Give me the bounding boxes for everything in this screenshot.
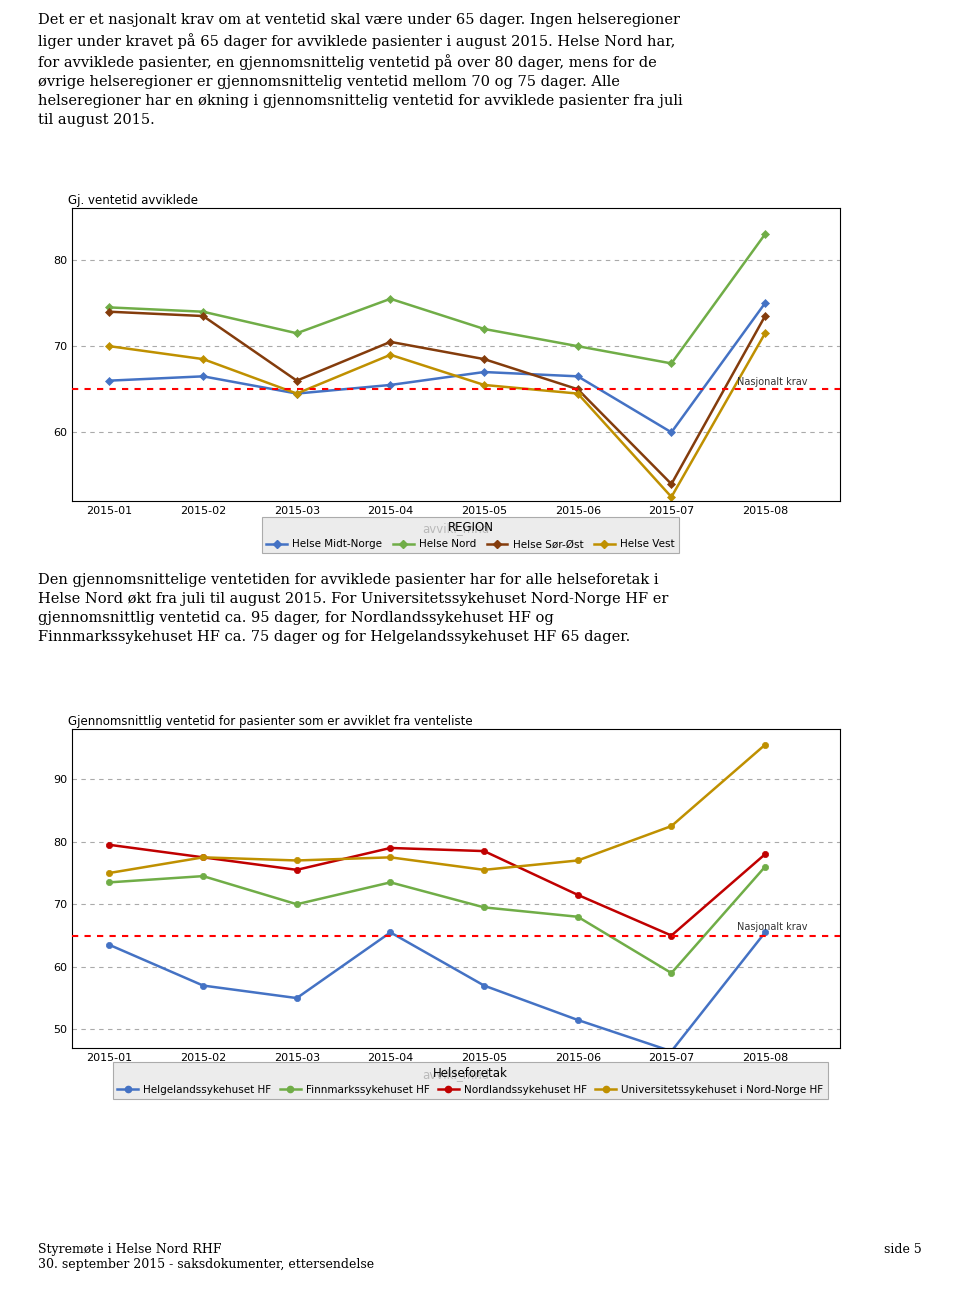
X-axis label: avvikl_mnd: avvikl_mnd [422,1069,490,1082]
Text: Styremøte i Helse Nord RHF
30. september 2015 - saksdokumenter, ettersendelse: Styremøte i Helse Nord RHF 30. september… [38,1243,374,1272]
X-axis label: avvikl_mnd: avvikl_mnd [422,522,490,535]
Text: side 5: side 5 [884,1243,922,1256]
Legend: Helgelandssykehuset HF, Finnmarkssykehuset HF, Nordlandssykehuset HF, Universite: Helgelandssykehuset HF, Finnmarkssykehus… [113,1062,828,1099]
Text: Det er et nasjonalt krav om at ventetid skal være under 65 dager. Ingen helsereg: Det er et nasjonalt krav om at ventetid … [38,13,684,128]
Text: Nasjonalt krav: Nasjonalt krav [736,922,807,932]
Text: Den gjennomsnittelige ventetiden for avviklede pasienter har for alle helseforet: Den gjennomsnittelige ventetiden for avv… [38,573,669,643]
Text: Gj. ventetid avviklede: Gj. ventetid avviklede [68,194,198,207]
Legend: Helse Midt-Norge, Helse Nord, Helse Sør-Øst, Helse Vest: Helse Midt-Norge, Helse Nord, Helse Sør-… [262,517,679,553]
Text: Gjennomsnittlig ventetid for pasienter som er avviklet fra venteliste: Gjennomsnittlig ventetid for pasienter s… [68,715,472,728]
Text: Nasjonalt krav: Nasjonalt krav [736,376,807,387]
